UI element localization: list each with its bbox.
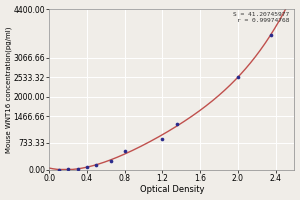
Point <box>75 167 80 170</box>
Point <box>160 137 165 140</box>
Point <box>66 168 70 171</box>
Y-axis label: Mouse WNT16 concentration(pg/ml): Mouse WNT16 concentration(pg/ml) <box>6 26 12 153</box>
Point <box>122 149 127 152</box>
Point <box>56 168 61 171</box>
Point <box>94 164 99 167</box>
Point <box>108 160 113 163</box>
Point <box>268 33 273 36</box>
X-axis label: Optical Density: Optical Density <box>140 185 204 194</box>
Point <box>85 166 89 169</box>
Text: S = 41.20745977
r = 0.99974768: S = 41.20745977 r = 0.99974768 <box>233 12 290 23</box>
Point <box>236 76 240 79</box>
Point <box>174 122 179 126</box>
